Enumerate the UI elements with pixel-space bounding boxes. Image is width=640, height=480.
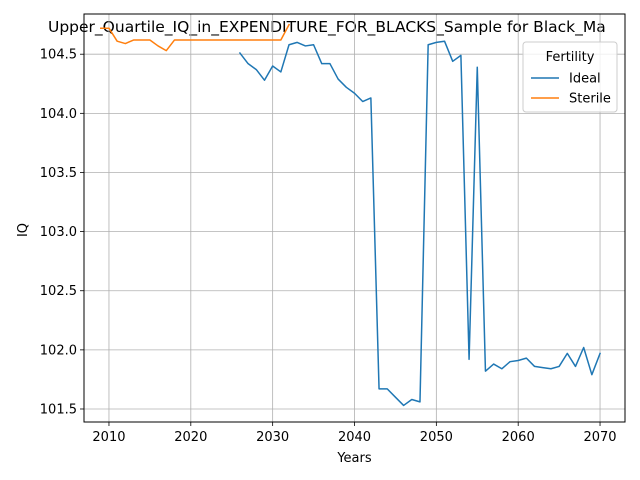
series-line-ideal <box>238 40 602 407</box>
legend-label-sterile: Sterile <box>569 92 611 107</box>
legend-box <box>522 41 618 113</box>
x-tick-label: 2050 <box>420 430 453 445</box>
legend: Fertility Ideal Sterile <box>522 41 618 113</box>
y-tick-label: 102.5 <box>40 284 77 299</box>
x-tick-label: 2010 <box>92 430 125 445</box>
y-tick-label: 103.5 <box>40 166 77 181</box>
y-tick-label: 104.0 <box>40 107 77 122</box>
x-tick-label: 2020 <box>174 430 207 445</box>
x-tick-label: 2070 <box>583 430 616 445</box>
y-axis-label: IQ <box>16 223 31 237</box>
series-lines <box>100 23 602 407</box>
y-tick-label: 104.5 <box>40 48 77 63</box>
chart-title: Upper_Quartile_IQ_in_EXPENDITURE_FOR_BLA… <box>48 18 606 37</box>
y-axis-ticks: 101.5 102.0 102.5 103.0 103.5 104.0 104.5 <box>40 48 84 417</box>
x-tick-label: 2060 <box>502 430 535 445</box>
x-axis-label: Years <box>336 451 372 466</box>
series-line-sterile <box>100 23 291 52</box>
y-tick-label: 103.0 <box>40 225 77 240</box>
x-axis-ticks: 2010 2020 2030 2040 2050 2060 2070 <box>92 422 617 445</box>
x-tick-label: 2030 <box>256 430 289 445</box>
x-tick-label: 2040 <box>338 430 371 445</box>
legend-label-ideal: Ideal <box>569 72 601 87</box>
gridlines <box>84 14 625 422</box>
legend-title: Fertility <box>546 50 595 65</box>
y-tick-label: 102.0 <box>40 343 77 358</box>
y-tick-label: 101.5 <box>40 402 77 417</box>
